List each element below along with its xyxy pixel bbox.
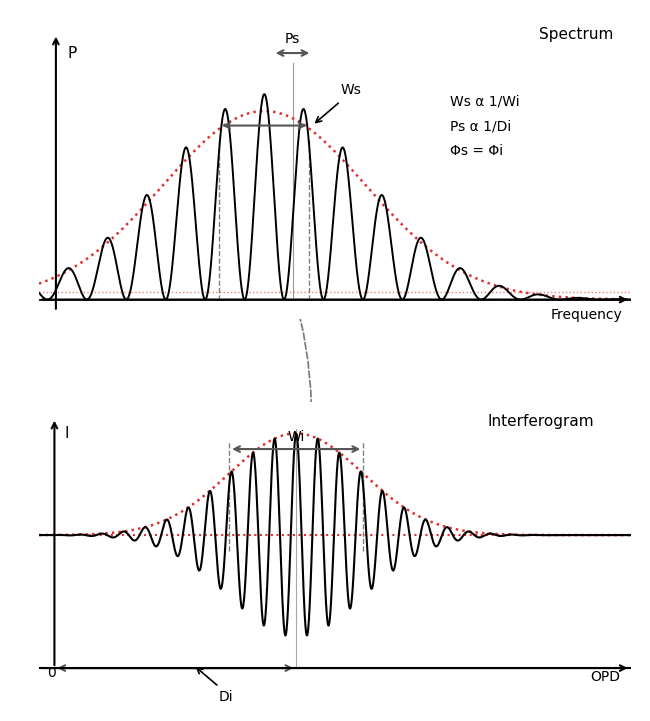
Text: Di: Di — [219, 690, 233, 704]
Text: I: I — [65, 425, 69, 441]
Text: Ws: Ws — [341, 82, 361, 97]
Text: Spectrum: Spectrum — [540, 27, 614, 42]
Text: Frequency: Frequency — [551, 308, 622, 322]
Text: Ps: Ps — [285, 32, 300, 46]
Text: Ws α 1/Wi
Ps α 1/Di
Φs = Φi: Ws α 1/Wi Ps α 1/Di Φs = Φi — [450, 94, 520, 158]
Text: Wi: Wi — [287, 430, 305, 444]
Text: Interferogram: Interferogram — [488, 414, 595, 428]
Text: P: P — [67, 46, 77, 61]
Text: OPD: OPD — [590, 670, 620, 684]
Text: 0: 0 — [47, 666, 55, 681]
